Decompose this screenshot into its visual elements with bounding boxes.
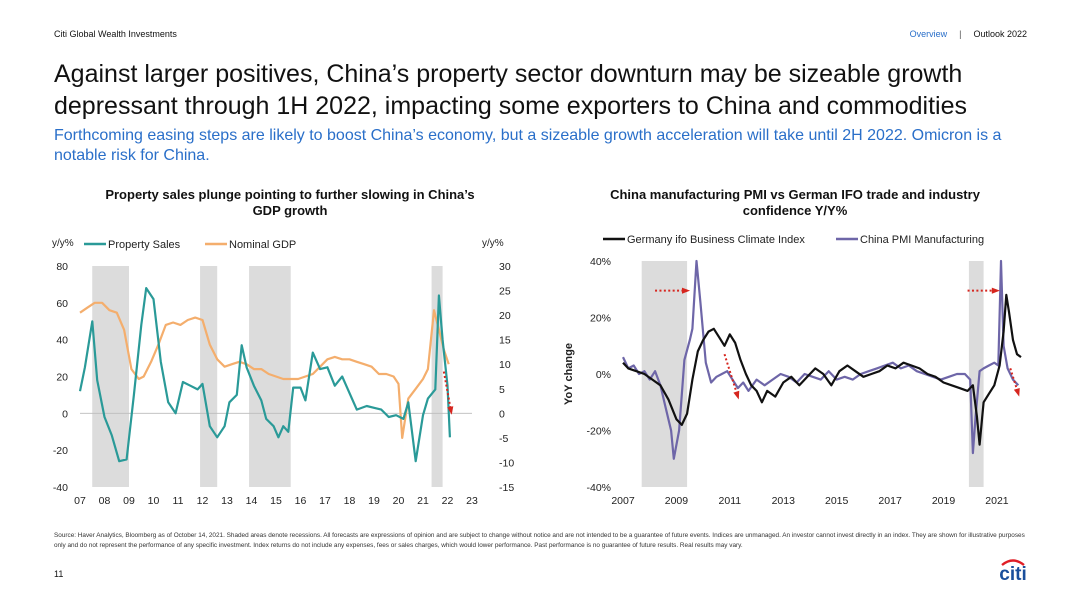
chart1-x-tick-label: 14: [246, 495, 258, 507]
chart1-right-tick-label: 30: [499, 261, 511, 273]
nav-separator: |: [959, 29, 962, 39]
chart1-x-tick-label: 15: [270, 495, 282, 507]
chart1-right-axis-label: y/y%: [482, 238, 504, 249]
chart2-y-tick-label: 40%: [590, 256, 611, 268]
chart2-x-tick-label: 2009: [665, 495, 689, 507]
chart1-right-tick-label: -15: [499, 482, 514, 494]
chart1-left-axis-label: y/y%: [52, 238, 74, 249]
chart2-x-tick-label: 2007: [611, 495, 635, 507]
chart1-x-tick-label: 20: [393, 495, 405, 507]
chart1-x-tick-label: 17: [319, 495, 331, 507]
chart2-legend-label-ifo: Germany ifo Business Climate Index: [627, 234, 805, 246]
chart1-right-tick-label: -10: [499, 457, 514, 469]
chart1-series-nominal-gdp: [79, 301, 450, 439]
chart1-x-tick-label: 23: [466, 495, 478, 507]
chart2-x-tick-label: 2013: [772, 495, 796, 507]
chart1-recession-band: [200, 266, 218, 487]
chart1-x-tick-label: 13: [221, 495, 233, 507]
chart1-left-tick-label: 0: [62, 408, 68, 420]
chart2-x-tick-label: 2011: [719, 495, 742, 507]
chart2-x-tick-label: 2019: [932, 495, 956, 507]
chart2-y-tick-label: 0%: [596, 369, 611, 381]
chart1-left-tick-label: -20: [53, 445, 68, 457]
chart2-series-germany-ifo: [622, 293, 1022, 446]
source-footnote: Source: Haver Analytics, Bloomberg as of…: [54, 532, 1025, 549]
chart2-x-tick-label: 2017: [878, 495, 902, 507]
chart2-y-tick-label: 20%: [590, 313, 611, 325]
logo-arc: [1001, 559, 1025, 566]
chart1-left-tick-label: -40: [53, 482, 68, 494]
chart1-arrow-head: [447, 406, 454, 415]
chart1-left-tick-label: 40: [56, 335, 68, 347]
nav-current-page: Outlook 2022: [973, 29, 1027, 39]
chart1-x-tick-label: 10: [148, 495, 160, 507]
chart1-x-tick-label: 22: [442, 495, 454, 507]
chart1-title: Property sales plunge pointing to furthe…: [105, 187, 475, 218]
chart2-legend-label-pmi: China PMI Manufacturing: [860, 234, 984, 246]
chart1-x-tick-label: 07: [74, 495, 86, 507]
chart2-x-tick-label: 2015: [825, 495, 849, 507]
chart1-right-tick-label: 25: [499, 286, 511, 298]
chart1-left-tick-label: 60: [56, 298, 68, 310]
chart1-x-tick-label: 12: [197, 495, 209, 507]
chart1-legend-label-property: Property Sales: [108, 239, 181, 251]
chart2-y-axis-label: YoY change: [563, 343, 575, 405]
top-nav: Overview | Outlook 2022: [910, 29, 1027, 39]
citi-logo-icon: citi: [999, 559, 1027, 585]
chart2-arrow-3-head: [991, 287, 1000, 294]
page-title: Against larger positives, China’s proper…: [54, 60, 968, 120]
chart2-arrow-4-head: [1013, 387, 1020, 397]
chart1-x-tick-label: 16: [295, 495, 307, 507]
overview-link[interactable]: Overview: [909, 29, 948, 39]
chart1-recession-band: [249, 266, 291, 487]
chart1-right-tick-label: 20: [499, 310, 511, 322]
chart1-x-tick-label: 18: [344, 495, 356, 507]
chart1-right-tick-label: -5: [499, 433, 508, 445]
chart1-x-tick-label: 19: [368, 495, 380, 507]
chart2-y-tick-label: -40%: [586, 482, 611, 494]
chart2-recession-band: [968, 261, 984, 487]
chart2-recession-band: [641, 261, 688, 487]
chart1-x-tick-label: 21: [417, 495, 429, 507]
chart1-x-tick-label: 11: [173, 495, 184, 507]
brand-label: Citi Global Wealth Investments: [54, 29, 177, 39]
chart1-right-tick-label: 5: [499, 384, 505, 396]
chart2-arrow-2-line: [723, 353, 739, 397]
chart1-x-tick-label: 08: [99, 495, 111, 507]
chart1-legend-label-gdp: Nominal GDP: [229, 239, 296, 251]
chart1-recession-band: [431, 266, 443, 487]
chart1-right-tick-label: 15: [499, 335, 511, 347]
chart1-right-tick-label: 0: [499, 408, 505, 420]
chart2-arrow-2-head: [733, 390, 740, 400]
chart1-left-tick-label: 80: [56, 261, 68, 273]
page-subtitle: Forthcoming easing steps are likely to b…: [54, 127, 1002, 164]
chart1-series-property-sales: [78, 287, 451, 463]
chart2-y-tick-label: -20%: [586, 426, 611, 438]
chart2-x-tick-label: 2021: [985, 495, 1009, 507]
logo-text: citi: [999, 564, 1026, 585]
page-number: 11: [54, 569, 64, 579]
chart1-x-tick-label: 09: [123, 495, 135, 507]
chart1-left-tick-label: 20: [56, 372, 68, 384]
chart2-title: China manufacturing PMI vs German IFO tr…: [610, 187, 980, 218]
chart2-arrow-1-head: [681, 287, 691, 294]
chart1-right-tick-label: 10: [499, 359, 511, 371]
